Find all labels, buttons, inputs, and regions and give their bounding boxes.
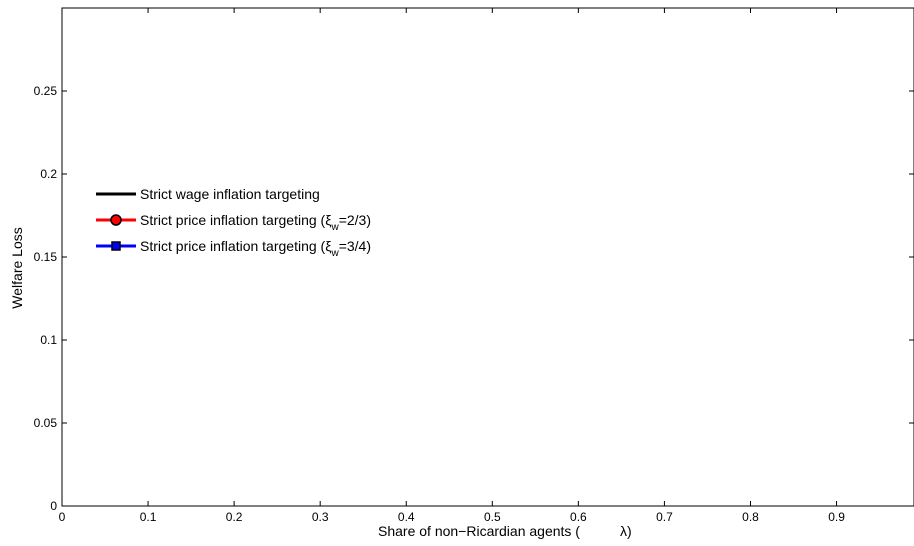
y-tick-label-5: 0.25 — [34, 84, 58, 98]
legend-label-0: Strict wage inflation targeting — [140, 186, 320, 202]
axes: 0 0.1 0.2 0.3 0.4 0.5 0.6 0.7 0.8 0.9 0 0.05 0.1 0.15… — [34, 7, 914, 524]
y-axis-label: Welfare Loss — [9, 227, 25, 308]
legend-label-2: Strict price inflation targeting (ξw=3/4… — [140, 238, 371, 259]
legend-marker-2 — [111, 241, 121, 251]
x-axis-label-symbol: λ) — [620, 523, 632, 539]
x-tick-label-8: 0.8 — [742, 510, 759, 524]
legend: Strict wage inflation targeting Strict pr… — [96, 186, 371, 259]
legend-marker-1 — [110, 214, 122, 226]
x-tick-label-3: 0.3 — [312, 510, 329, 524]
x-tick-label-5: 0.5 — [484, 510, 501, 524]
y-tick-label-3: 0.15 — [34, 250, 58, 264]
x-tick-label-0: 0 — [59, 510, 66, 524]
y-tick-label-2: 0.1 — [40, 333, 57, 347]
x-tick-label-9: 0.9 — [828, 510, 845, 524]
x-tick-label-2: 0.2 — [226, 510, 243, 524]
x-axis-label: Share of non−Ricardian agents ( — [378, 523, 580, 539]
y-tick-label-4: 0.2 — [40, 167, 57, 181]
x-tick-label-6: 0.6 — [570, 510, 587, 524]
y-tick-label-0: 0 — [50, 499, 57, 513]
y-tick-label-1: 0.05 — [34, 416, 58, 430]
x-tick-label-1: 0.1 — [140, 510, 157, 524]
legend-label-1: Strict price inflation targeting (ξw=2/3… — [140, 212, 371, 233]
x-tick-label-7: 0.7 — [656, 510, 673, 524]
x-tick-label-4: 0.4 — [398, 510, 415, 524]
plot-frame — [61, 7, 914, 507]
